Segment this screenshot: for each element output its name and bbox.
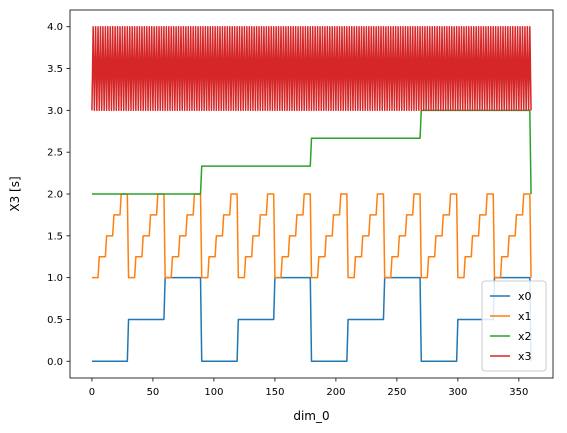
x-axis-ticks: 0 50 100 150 200 250 300 350 [89, 378, 528, 398]
series-line-x2 [91, 109, 532, 195]
y-tick-label: 0.5 [47, 315, 63, 326]
legend-box [481, 280, 547, 372]
series-line-x0 [91, 276, 532, 363]
plot-marks [91, 25, 532, 363]
x-axis-label: dim_0 [293, 409, 329, 423]
y-tick-label: 1.5 [47, 231, 63, 242]
series-line-x3 [91, 25, 532, 112]
y-tick-label: 0.0 [47, 357, 63, 368]
x-tick-label: 100 [204, 387, 223, 398]
x-tick-label: 50 [147, 387, 160, 398]
series-line-x1 [91, 193, 532, 279]
legend: x0 x1 x2 x3 [481, 280, 547, 372]
y-tick-label: 4.0 [47, 22, 63, 33]
x-tick-label: 0 [89, 387, 95, 398]
legend-label-x3: x3 [518, 350, 532, 363]
y-tick-label: 2.0 [47, 190, 63, 201]
legend-label-x1: x1 [518, 310, 532, 323]
x-tick-label: 150 [265, 387, 284, 398]
y-tick-label: 3.0 [47, 106, 63, 117]
x-tick-label: 350 [509, 387, 528, 398]
x-tick-label: 200 [326, 387, 345, 398]
y-tick-label: 2.5 [47, 148, 63, 159]
x-tick-label: 250 [387, 387, 406, 398]
legend-label-x2: x2 [518, 330, 532, 343]
y-tick-label: 3.5 [47, 64, 63, 75]
y-tick-label: 1.0 [47, 273, 63, 284]
x-tick-label: 300 [448, 387, 467, 398]
y-axis-ticks: 0.0 0.5 1.0 1.5 2.0 2.5 3.0 3.5 4.0 [47, 22, 70, 368]
legend-label-x0: x0 [518, 290, 532, 303]
y-axis-label: X3 [s] [8, 176, 22, 211]
